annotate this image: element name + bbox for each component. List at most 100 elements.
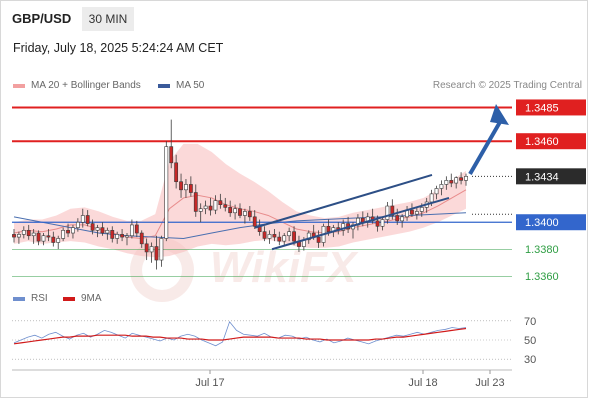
candle-body: [41, 235, 46, 242]
candle-body: [439, 184, 444, 189]
candle-body: [306, 232, 311, 241]
candle-body: [252, 216, 257, 227]
candle-body: [26, 230, 31, 237]
candle-body: [434, 188, 439, 195]
candle-body: [292, 231, 296, 242]
legend-ma50-label: MA 50: [176, 80, 205, 91]
candle-body: [247, 211, 252, 218]
candle-body: [233, 208, 237, 214]
x-tick-label: Jul 23: [475, 377, 504, 389]
legend-rsi-label: RSI: [31, 293, 48, 304]
candle-body: [95, 227, 100, 231]
ma50-swatch: [158, 83, 170, 88]
level-label-box-1.3434: [516, 168, 586, 185]
candle-body: [375, 220, 380, 227]
candle-body: [61, 230, 66, 239]
level-label-box-1.3400: [516, 214, 586, 231]
candle-body: [287, 231, 292, 237]
ma50-line: [13, 212, 467, 239]
candle-body: [198, 208, 203, 212]
candle-body: [179, 181, 183, 191]
candle-body: [36, 232, 41, 242]
candle-body: [110, 230, 115, 239]
bollinger-band-area: [14, 143, 466, 258]
legend-rsi-ma-label: 9MA: [81, 293, 102, 304]
candle-body: [46, 235, 51, 238]
candle-body: [459, 177, 463, 181]
legend-ma20: MA 20 + Bollinger Bands: [13, 80, 141, 91]
symbol-title: GBP/USD: [12, 11, 72, 26]
svg-text:WikiFX: WikiFX: [210, 243, 359, 292]
candle-body: [282, 235, 287, 242]
rsi-swatch: [13, 296, 25, 301]
candle-body: [395, 215, 400, 222]
candle-body: [326, 225, 331, 232]
candle-body: [90, 223, 95, 231]
rsi-tick-label: 70: [524, 316, 536, 328]
timeframe-button[interactable]: 30 MIN: [82, 7, 134, 31]
candle-body: [115, 234, 120, 239]
candle-body: [12, 234, 16, 238]
candle-body: [188, 184, 193, 193]
candle-body: [380, 219, 385, 227]
channel-lower-line: [271, 196, 450, 251]
candle-body: [277, 236, 282, 242]
credit-text: Research © 2025 Trading Central: [432, 80, 582, 91]
candle-body: [149, 246, 154, 253]
candle-body: [169, 146, 174, 164]
candle-body: [223, 204, 228, 208]
candle-body: [454, 177, 459, 184]
candle-body: [203, 205, 208, 210]
candle-body: [51, 236, 56, 243]
candle-body: [316, 236, 321, 243]
trend-arrow-head: [490, 104, 509, 125]
candle-body: [75, 221, 80, 228]
ma20-swatch: [13, 83, 25, 88]
level-label-1.3434: 1.3434: [525, 171, 559, 183]
candle-body: [125, 235, 129, 238]
candle-body: [100, 227, 105, 234]
candle-body: [218, 200, 223, 205]
legend-ma50: MA 50: [158, 80, 204, 91]
candle-body: [85, 215, 90, 224]
candle-body: [80, 215, 85, 223]
candle-body: [419, 207, 424, 212]
candle-body: [341, 223, 346, 231]
candle-body: [71, 227, 75, 234]
candle-body: [164, 146, 169, 239]
level-label-1.3460: 1.3460: [525, 136, 559, 148]
candle-body: [21, 230, 26, 235]
candle-body: [134, 224, 139, 234]
datetime-label: Friday, July 18, 2025 5:24:24 AM CET: [13, 41, 224, 55]
level-label-1.3485: 1.3485: [525, 102, 559, 114]
candle-body: [400, 216, 405, 222]
candle-body: [31, 232, 36, 237]
level-label-1.3400: 1.3400: [525, 217, 559, 229]
candle-body: [184, 184, 188, 191]
rsi-tick-label: 30: [524, 354, 536, 366]
candle-body: [213, 200, 218, 211]
level-label-1.3380: 1.3380: [525, 244, 559, 256]
rsi-tick-label: 50: [524, 335, 536, 347]
candle-body: [130, 224, 134, 237]
candle-body: [174, 162, 179, 183]
candle-body: [410, 209, 414, 215]
candle-body: [228, 207, 233, 214]
candle-body: [243, 211, 247, 216]
candle-body: [262, 231, 267, 239]
candle-body: [144, 243, 149, 253]
candle-body: [56, 238, 61, 243]
candle-body: [120, 234, 124, 238]
rsi-series-line: [13, 327, 467, 345]
candle-body: [444, 180, 449, 185]
candle-body: [414, 211, 419, 215]
x-tick-label: Jul 17: [195, 377, 224, 389]
candle-body: [159, 238, 164, 261]
trend-arrow-shaft: [468, 121, 502, 175]
candle-body: [193, 192, 198, 212]
legend-rsi-ma: 9MA: [63, 293, 102, 304]
candle-body: [267, 234, 272, 239]
candle-body: [105, 230, 110, 234]
candle-body: [17, 234, 21, 238]
